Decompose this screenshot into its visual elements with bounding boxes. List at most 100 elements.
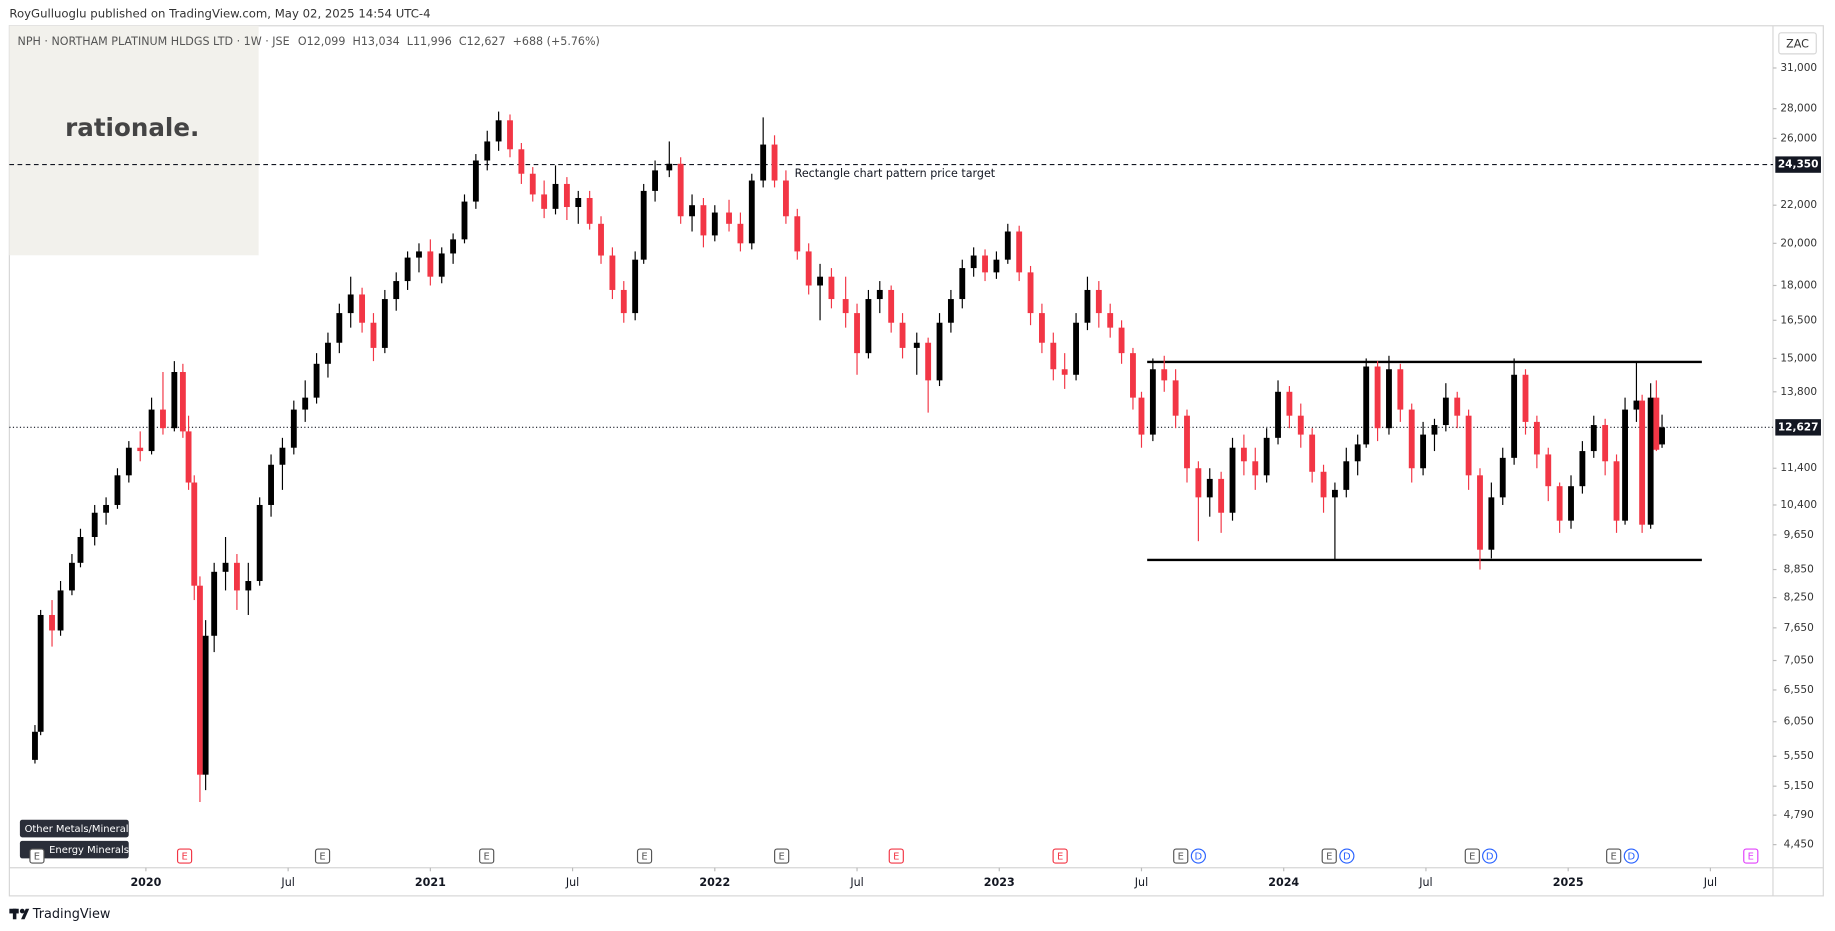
- event-marker-label: E: [1469, 852, 1475, 863]
- candle-body: [160, 409, 166, 429]
- candle-body: [854, 313, 860, 354]
- y-tick-label: 13,800: [1780, 386, 1817, 398]
- candle-body: [947, 299, 954, 323]
- candle-body: [1454, 397, 1461, 416]
- x-tick-label: Jul: [565, 876, 579, 889]
- candle-body: [461, 201, 468, 240]
- candle-body: [677, 163, 684, 217]
- candle-body: [563, 183, 570, 208]
- candle-body: [1263, 437, 1270, 476]
- event-marker-label: E: [181, 852, 187, 863]
- symbol-title: NPH · NORTHAM PLATINUM HLDGS LTD · 1W · …: [18, 35, 290, 48]
- candle-body: [1095, 289, 1102, 314]
- event-marker-label: E: [319, 852, 325, 863]
- candle-body: [1161, 369, 1168, 381]
- candle-body: [325, 342, 331, 364]
- logo-part: [12, 908, 17, 920]
- candle-body: [1275, 391, 1281, 438]
- event-marker-label: E: [484, 852, 490, 863]
- candle-body: [689, 205, 695, 217]
- candle-body: [899, 322, 906, 348]
- candle-body: [711, 212, 718, 236]
- event-marker-label: D: [1486, 852, 1494, 863]
- sector-tag: Other Metals/Minerals: [25, 824, 134, 835]
- currency-box[interactable]: [1778, 32, 1817, 55]
- candle-body: [748, 180, 755, 244]
- candle-body: [347, 294, 354, 314]
- event-marker-label: E: [1178, 852, 1184, 863]
- candle-body: [888, 289, 895, 323]
- candle-body: [472, 160, 479, 202]
- candle-body: [1533, 421, 1540, 455]
- candle-body: [404, 257, 411, 282]
- ohlc-value: 12,627: [467, 35, 506, 48]
- candle-body: [620, 289, 627, 314]
- x-tick-label: 2023: [984, 876, 1015, 889]
- event-marker: [1464, 848, 1480, 864]
- candle-body: [1004, 231, 1011, 260]
- footer-brand: TradingView: [32, 907, 111, 922]
- candle-body: [1061, 369, 1068, 375]
- candle-body: [529, 173, 536, 195]
- event-marker: [1190, 848, 1206, 864]
- price-target-label: 24,350: [1778, 159, 1819, 171]
- candle-body: [1138, 397, 1145, 435]
- candle-body: [1442, 397, 1449, 426]
- sector-tag-box: [19, 840, 129, 859]
- candle-body: [222, 562, 229, 572]
- event-marker: [1623, 848, 1639, 864]
- candle-body: [1602, 425, 1609, 462]
- candle-body: [32, 731, 38, 760]
- y-tick-label: 11,400: [1780, 462, 1817, 474]
- y-tick-label: 9,650: [1784, 529, 1814, 541]
- candle-body: [1568, 486, 1574, 521]
- event-marker-label: E: [1326, 852, 1332, 863]
- candle-body: [256, 504, 263, 582]
- event-marker: [1339, 848, 1355, 864]
- candle-body: [666, 163, 673, 171]
- event-marker: [1606, 848, 1622, 864]
- candle-body: [640, 190, 647, 260]
- candle-body: [1149, 369, 1156, 435]
- candle-body: [37, 614, 44, 732]
- candle-body: [114, 475, 121, 505]
- candle-body: [1073, 322, 1079, 375]
- candle-body: [1343, 461, 1350, 490]
- candle-body: [828, 276, 835, 300]
- candle-body: [1218, 478, 1225, 513]
- event-marker: [1052, 848, 1068, 864]
- sector-tag: Energy Minerals: [49, 845, 129, 856]
- candle-body: [1195, 468, 1202, 498]
- ohlc-label: C: [459, 35, 467, 48]
- candle-body: [865, 299, 872, 354]
- candle-body: [137, 447, 144, 452]
- x-tick-label: 2024: [1268, 876, 1299, 889]
- x-tick-label: 2020: [130, 876, 161, 889]
- candle-body: [1579, 451, 1586, 487]
- y-tick-label: 31,000: [1780, 62, 1817, 74]
- last-price-label-box: [1775, 419, 1821, 436]
- y-tick-label: 22,000: [1780, 199, 1817, 211]
- y-tick-label: 16,500: [1780, 314, 1817, 326]
- candle-body: [416, 251, 422, 258]
- candle-body: [575, 197, 582, 208]
- candle-body: [91, 512, 98, 538]
- candle-body: [1172, 380, 1179, 416]
- candle-body: [1622, 409, 1628, 521]
- candle-body: [970, 255, 977, 269]
- candle-body: [586, 197, 593, 224]
- candle-body: [1545, 454, 1552, 487]
- candle-body: [370, 322, 377, 348]
- candle-body: [1397, 369, 1404, 410]
- candle-body: [936, 322, 943, 381]
- candle-body: [77, 537, 84, 563]
- candle-body: [737, 223, 744, 244]
- candle-body: [817, 276, 823, 286]
- ohlc-label: O: [298, 35, 307, 48]
- candle-body: [993, 259, 1000, 273]
- candle-body: [197, 585, 203, 775]
- y-tick-label: 4,450: [1784, 839, 1814, 851]
- y-tick-label: 6,050: [1784, 716, 1814, 728]
- x-tick-label: Jul: [849, 876, 863, 889]
